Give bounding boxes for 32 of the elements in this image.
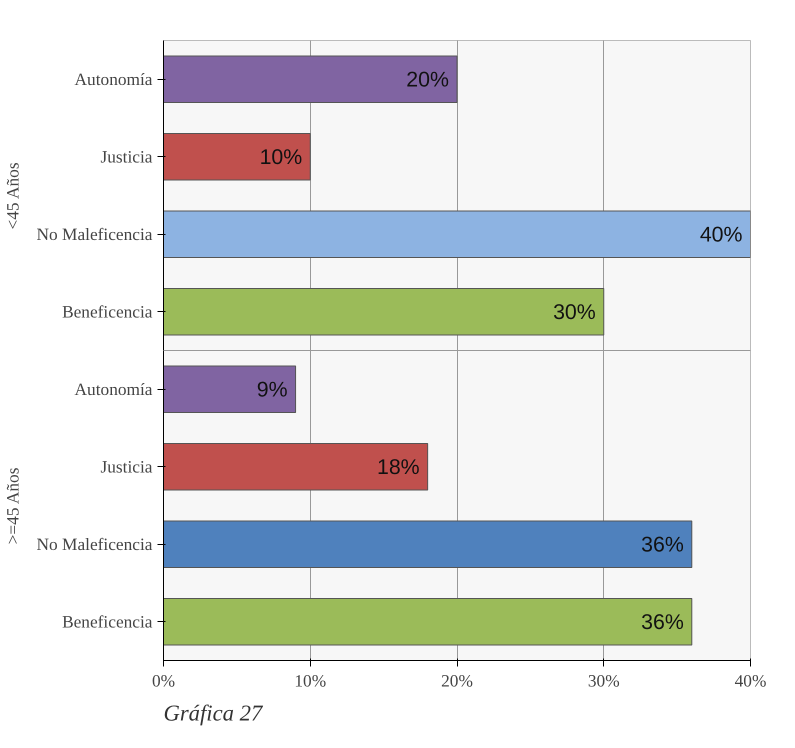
data-label: 10% — [260, 144, 302, 169]
bar — [164, 366, 296, 413]
y-tick-label: Justicia — [100, 147, 153, 166]
data-label: 40% — [700, 222, 743, 246]
bar — [164, 520, 692, 568]
x-tick-label: 30% — [588, 672, 620, 690]
x-tick-label: 0% — [152, 672, 176, 690]
data-label: 18% — [376, 454, 420, 479]
data-label: 9% — [256, 377, 288, 402]
y-tick-label: Autonomía — [74, 380, 153, 399]
y-tick-label: Beneficencia — [62, 302, 153, 322]
data-label: 36% — [641, 610, 684, 634]
x-tick-label: 20% — [441, 672, 473, 690]
bar — [164, 56, 458, 103]
y-tick-label: Justicia — [100, 457, 153, 476]
x-tick-label: 10% — [294, 672, 326, 690]
x-tick-label: 40% — [734, 672, 766, 690]
bar — [164, 598, 692, 646]
data-label: 20% — [406, 67, 450, 92]
data-label: 36% — [641, 532, 684, 556]
bar — [164, 133, 311, 180]
bar — [164, 288, 604, 336]
text: >=45 Años — [4, 467, 22, 544]
text: Gráfica 27 — [164, 700, 264, 726]
text: <45 Años — [4, 162, 22, 230]
y-tick-label: No Maleficencia — [36, 224, 153, 244]
y-tick-label: Autonomía — [74, 70, 153, 89]
data-label: 30% — [553, 300, 596, 324]
y-tick-label: No Maleficencia — [36, 534, 153, 554]
y-tick-label: Beneficencia — [62, 612, 153, 632]
bar — [164, 443, 428, 490]
bar — [164, 210, 750, 258]
